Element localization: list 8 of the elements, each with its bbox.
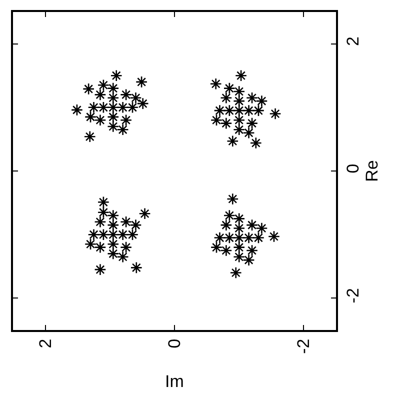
- y-axis-title: Re: [362, 160, 382, 182]
- x-tick-label: 2: [36, 338, 55, 348]
- x-axis-title: Im: [165, 372, 184, 391]
- y-tick-label: 2: [343, 36, 362, 46]
- x-tick-label: -2: [294, 338, 314, 354]
- y-tick-label: -2: [343, 288, 362, 304]
- y-tick-label: 0: [343, 164, 362, 174]
- x-tick-label: 0: [165, 338, 184, 348]
